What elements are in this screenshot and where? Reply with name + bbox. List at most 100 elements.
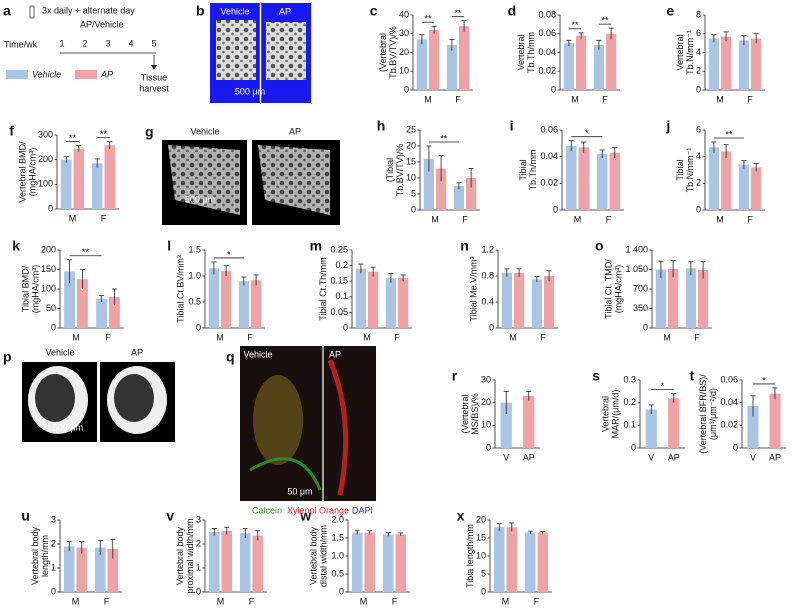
y-tick-label: 1.0	[188, 270, 201, 280]
bar	[685, 268, 696, 328]
x-tick-label: F	[392, 596, 398, 606]
stain-label: DAPI	[352, 505, 373, 515]
x-tick-label: M	[509, 332, 517, 342]
bar	[60, 159, 72, 209]
y-axis-label: (mgHA/cm³)	[28, 148, 38, 197]
y-tick-label: 0.06	[538, 28, 556, 38]
y-axis-label: MS/BS)/%	[470, 393, 480, 435]
image-content	[258, 145, 330, 215]
x-tick-label: M	[431, 214, 439, 224]
y-tick-label: 10	[476, 550, 486, 560]
x-tick-label: V	[750, 452, 756, 462]
x-tick-label: M	[72, 596, 80, 606]
y-tick-label: 25	[406, 124, 416, 134]
bar	[751, 167, 762, 210]
panel-letter: e	[666, 3, 674, 19]
y-tick-label: 2.0	[331, 514, 344, 524]
panel-a: a 3x daily + alternate day AP/Vehicle Ti…	[3, 3, 169, 94]
x-tick-label: M	[571, 94, 579, 104]
bar	[104, 145, 116, 209]
x-tick-label: F	[534, 596, 540, 606]
y-tick-label: 10	[481, 420, 491, 430]
y-axis-label: distal width/mm	[319, 525, 329, 587]
x-tick-label: F	[105, 332, 111, 342]
y-axis-label: (mgHA/cm³)	[31, 265, 41, 314]
significance-label: *	[227, 249, 231, 259]
scale-label: 500 μm	[185, 194, 215, 204]
bar	[453, 186, 464, 210]
significance-label: **	[424, 14, 432, 24]
y-tick-label: 0	[196, 586, 201, 596]
y-axis-label: Tibia length/mm	[465, 524, 475, 588]
panel-letter: n	[460, 238, 469, 254]
bar	[708, 38, 719, 90]
y-tick-label: 30	[481, 374, 491, 384]
bar	[596, 154, 608, 210]
bar	[506, 527, 518, 592]
significance-label: **	[82, 247, 90, 257]
bar	[221, 270, 232, 328]
legend-label: AP	[100, 69, 113, 79]
bar	[109, 296, 120, 328]
y-tick-label: 4	[696, 47, 701, 57]
bar	[107, 548, 119, 592]
bar	[698, 270, 709, 328]
week-label: 2	[82, 38, 87, 48]
bar	[395, 534, 407, 592]
x-tick-label: F	[101, 213, 107, 223]
end-text: Tissue	[141, 72, 167, 82]
bar	[576, 35, 587, 90]
bar	[565, 146, 577, 210]
y-tick-label: 0.3	[623, 374, 636, 384]
significance-label: **	[725, 129, 733, 139]
y-axis-label: Tibial BMD/	[21, 265, 31, 312]
bar	[501, 272, 512, 328]
scale-label: 500 μm	[235, 86, 265, 96]
image-label: Vehicle	[220, 6, 249, 16]
significance-label: *	[661, 381, 665, 391]
week-label: 1	[59, 38, 64, 48]
y-axis-label: (μm³/μm⁻²/d)	[708, 388, 718, 440]
significance-label: **	[571, 20, 579, 30]
x-tick-label: M	[217, 596, 225, 606]
bar	[523, 395, 535, 448]
y-tick-label: 2	[696, 178, 701, 188]
bar	[524, 532, 536, 592]
bar	[466, 178, 477, 210]
y-tick-label: 3	[51, 514, 56, 524]
y-tick-label: 0	[343, 322, 348, 332]
bar	[73, 148, 85, 209]
y-tick-label: 0	[48, 203, 53, 213]
bar	[63, 546, 75, 592]
stain-label: Calcein	[252, 505, 282, 515]
bar	[708, 147, 719, 210]
y-tick-label: 50	[46, 303, 56, 313]
y-tick-label: 4	[696, 151, 701, 161]
y-tick-label: 0.5	[331, 568, 344, 578]
y-axis-label: Vertebral body	[30, 526, 40, 585]
y-axis-label: Tibial	[675, 159, 685, 180]
y-axis-label: Tb.Th/mm	[528, 149, 538, 190]
y-axis-label: MAR/(μm/d)	[611, 390, 621, 439]
bar	[493, 527, 505, 592]
y-tick-label: 0	[643, 322, 648, 332]
week-label: 4	[128, 38, 133, 48]
bar	[239, 533, 251, 592]
bar	[91, 163, 103, 209]
bar	[655, 269, 666, 328]
panel-g: g Vehicle AP 500 μm	[145, 124, 340, 225]
y-axis-label: Vertebral BMD/	[18, 141, 28, 203]
end-text: harvest	[139, 83, 169, 93]
y-tick-label: 1 050	[625, 264, 648, 274]
x-tick-label: M	[424, 94, 432, 104]
panel-letter: g	[145, 124, 154, 140]
image-content	[249, 457, 322, 491]
y-tick-label: 700	[633, 283, 648, 293]
marrow	[35, 374, 75, 422]
image-content	[327, 359, 349, 496]
y-axis-label: Tb.N/mm⁻¹	[685, 30, 695, 75]
y-tick-label: 200	[38, 154, 53, 164]
y-tick-label: 0.06	[540, 124, 558, 134]
y-tick-label: 20	[476, 514, 486, 524]
y-axis-label: (Vertebral BFR/BS)/	[698, 374, 708, 454]
